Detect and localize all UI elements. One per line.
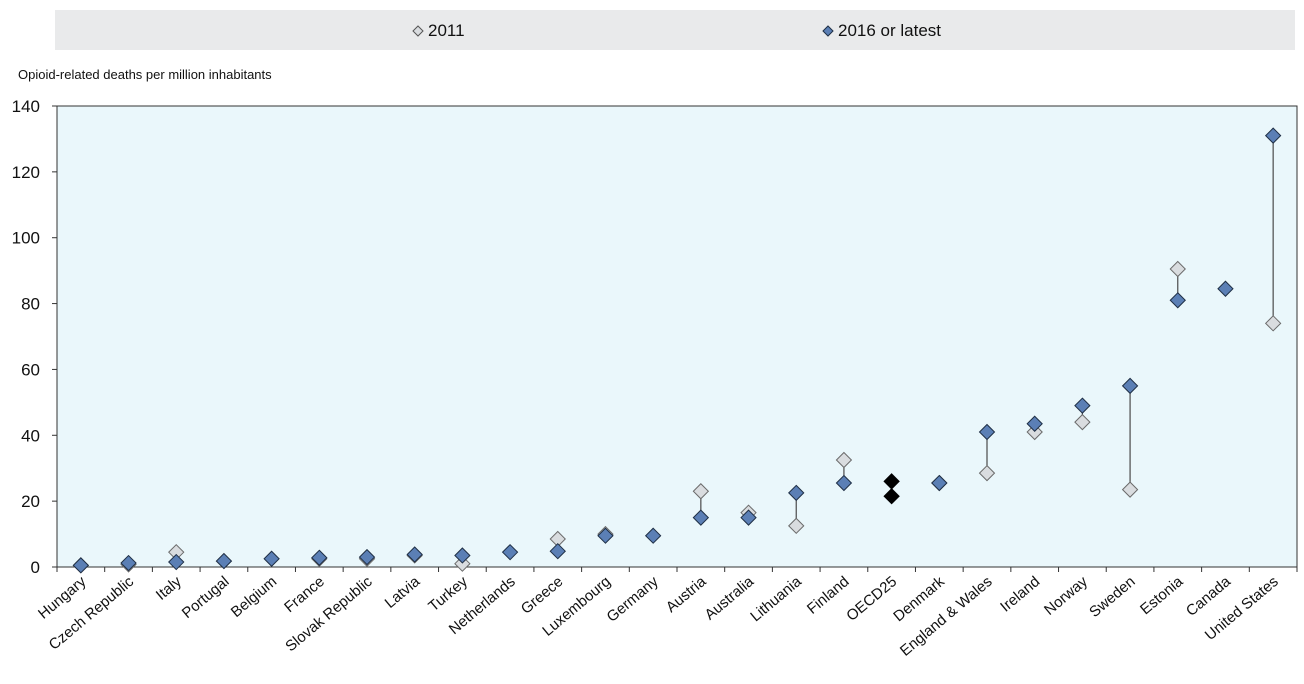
point-latest bbox=[454, 547, 471, 564]
y-tick-label: 140 bbox=[12, 97, 40, 116]
x-tick-label: OECD25 bbox=[843, 573, 900, 625]
point-latest bbox=[1074, 397, 1091, 414]
point-2011 bbox=[1169, 260, 1186, 278]
plot-area bbox=[56, 105, 1298, 568]
point-latest bbox=[501, 543, 519, 561]
legend: 2011 2016 or latest bbox=[55, 10, 1295, 50]
x-tick-label: Czech Republic bbox=[46, 573, 138, 654]
point-latest bbox=[692, 509, 710, 526]
legend-marker-latest bbox=[822, 25, 834, 37]
point-latest bbox=[72, 557, 90, 574]
x-tick-label: Ireland bbox=[997, 573, 1043, 616]
y-tick-label: 60 bbox=[21, 360, 40, 379]
point-latest bbox=[549, 542, 566, 560]
point-latest bbox=[597, 527, 614, 544]
point-2011 bbox=[1026, 423, 1043, 441]
point-latest bbox=[1026, 415, 1043, 432]
point-latest bbox=[358, 548, 376, 566]
point-2011 bbox=[692, 483, 710, 500]
point-latest bbox=[168, 553, 185, 571]
point-latest bbox=[883, 473, 900, 490]
x-tick-label: Slovak Republic bbox=[282, 573, 376, 655]
point-2011 bbox=[454, 555, 471, 572]
point-latest bbox=[788, 484, 805, 502]
point-2011 bbox=[978, 464, 996, 482]
point-2011 bbox=[788, 517, 805, 535]
y-tick-label: 120 bbox=[12, 163, 40, 182]
point-latest bbox=[215, 552, 233, 570]
x-tick-label: Norway bbox=[1041, 573, 1091, 619]
point-latest bbox=[978, 423, 996, 441]
x-tick-label: Italy bbox=[153, 573, 185, 604]
legend-item-2011: 2011 bbox=[412, 21, 465, 41]
legend-label-2011: 2011 bbox=[428, 21, 465, 40]
legend-item-latest: 2016 or latest bbox=[822, 21, 941, 41]
legend-label-latest: 2016 or latest bbox=[838, 21, 942, 40]
point-latest bbox=[740, 509, 757, 526]
point-latest bbox=[931, 474, 948, 492]
point-latest bbox=[120, 554, 137, 572]
x-tick-label: Estonia bbox=[1137, 573, 1187, 619]
x-tick-label: Portugal bbox=[179, 573, 233, 622]
y-tick-label: 20 bbox=[21, 492, 40, 511]
point-latest bbox=[644, 527, 662, 544]
y-tick-label: 0 bbox=[31, 558, 40, 577]
point-latest bbox=[1169, 292, 1186, 309]
point-2011 bbox=[1264, 315, 1282, 332]
x-tick-label: Belgium bbox=[228, 573, 280, 621]
x-tick-label: Latvia bbox=[382, 573, 424, 612]
legend-marker-2011 bbox=[412, 25, 424, 37]
y-tick-label: 80 bbox=[21, 295, 40, 314]
point-latest bbox=[263, 550, 280, 567]
point-latest bbox=[835, 474, 853, 492]
point-latest bbox=[406, 546, 423, 563]
point-latest bbox=[1264, 127, 1282, 144]
point-2011 bbox=[883, 487, 900, 505]
point-2011 bbox=[835, 451, 853, 469]
x-tick-label: Germany bbox=[604, 573, 663, 626]
point-2011 bbox=[1074, 413, 1091, 431]
point-latest bbox=[1121, 377, 1139, 395]
y-tick-label: 40 bbox=[21, 426, 40, 445]
x-tick-label: Sweden bbox=[1086, 573, 1138, 621]
point-latest bbox=[1217, 280, 1234, 297]
y-tick-label: 100 bbox=[12, 229, 40, 248]
point-2011 bbox=[1121, 481, 1139, 498]
y-axis-label: Opioid-related deaths per million inhabi… bbox=[18, 67, 272, 82]
x-tick-label: Lithuania bbox=[747, 573, 805, 626]
point-latest bbox=[311, 549, 328, 566]
